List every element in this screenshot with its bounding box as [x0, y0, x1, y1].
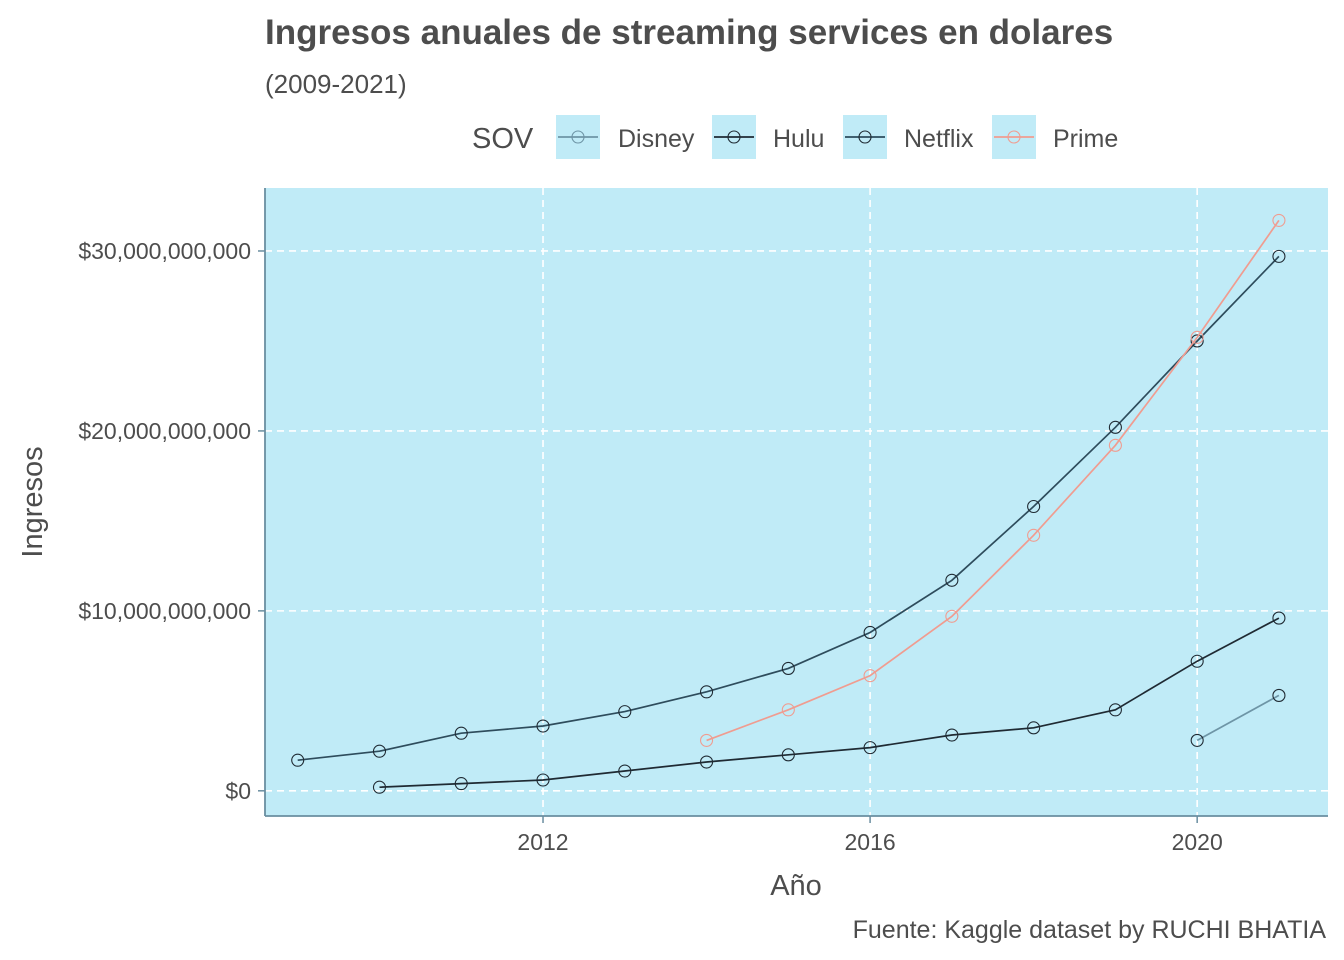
y-tick-label: $10,000,000,000	[78, 598, 251, 624]
data-point-netflix	[1027, 499, 1041, 514]
x-tick-label: 2016	[845, 829, 896, 855]
legend: SOV Disney Hulu Netflix Prime	[472, 115, 1118, 159]
legend-title: SOV	[472, 123, 534, 155]
legend-key-point-disney	[571, 130, 585, 144]
data-point-netflix	[372, 744, 387, 758]
data-point-hulu	[1108, 703, 1122, 717]
chart-caption: Fuente: Kaggle dataset by RUCHI BHATIA	[853, 916, 1327, 944]
data-point-hulu	[536, 773, 550, 787]
data-point-netflix	[618, 705, 632, 719]
data-point-hulu	[372, 780, 387, 794]
data-point-netflix	[1190, 334, 1204, 348]
legend-label-netflix: Netflix	[904, 125, 974, 153]
legend-key-point-prime	[1007, 130, 1021, 144]
data-point-prime	[1108, 438, 1122, 452]
legend-label-disney: Disney	[618, 125, 695, 153]
legend-key-point-hulu	[727, 130, 741, 144]
data-point-prime	[1272, 213, 1286, 227]
data-point-prime	[1190, 330, 1204, 344]
y-tick-label: $0	[225, 778, 251, 804]
data-point-netflix	[700, 685, 714, 699]
legend-item-netflix: Netflix	[843, 115, 974, 159]
series-layer	[291, 213, 1286, 794]
data-point-disney	[1272, 688, 1286, 702]
y-tick-label: $20,000,000,000	[78, 418, 251, 444]
legend-label-hulu: Hulu	[773, 125, 824, 153]
data-point-hulu	[454, 777, 468, 791]
data-point-disney	[1190, 733, 1204, 747]
panel-background	[265, 188, 1328, 816]
x-tick-label: 2020	[1172, 829, 1223, 855]
data-point-prime	[863, 669, 877, 683]
series-line-hulu	[379, 617, 1280, 789]
series-netflix	[291, 249, 1286, 767]
legend-item-disney: Disney	[556, 115, 695, 159]
data-point-hulu	[1190, 654, 1204, 668]
data-point-hulu	[863, 741, 877, 755]
gridlines	[265, 188, 1328, 816]
y-axis-title: Ingresos	[17, 446, 49, 557]
chart-subtitle: (2009-2021)	[265, 69, 407, 99]
data-point-hulu	[945, 728, 959, 742]
data-point-prime	[1027, 528, 1041, 542]
data-point-netflix	[291, 753, 305, 767]
series-hulu	[372, 611, 1286, 794]
data-point-hulu	[618, 764, 632, 778]
data-point-prime	[781, 703, 795, 717]
data-point-netflix	[536, 719, 550, 733]
series-prime	[700, 213, 1286, 747]
legend-item-prime: Prime	[992, 115, 1118, 159]
data-point-netflix	[1108, 420, 1122, 434]
data-point-hulu	[781, 748, 795, 762]
series-line-disney	[1196, 694, 1280, 742]
legend-label-prime: Prime	[1053, 125, 1118, 153]
series-line-netflix	[297, 255, 1280, 762]
series-disney	[1190, 688, 1286, 747]
data-point-hulu	[700, 755, 714, 769]
series-line-prime	[706, 219, 1280, 742]
plot-panel	[265, 188, 1328, 816]
data-point-hulu	[1272, 611, 1286, 625]
data-point-prime	[945, 609, 959, 623]
data-point-netflix	[945, 573, 959, 587]
legend-key-point-netflix	[858, 130, 872, 144]
data-point-netflix	[1272, 249, 1286, 263]
data-point-prime	[700, 733, 714, 747]
chart-title: Ingresos anuales de streaming services e…	[265, 13, 1113, 52]
data-point-netflix	[863, 625, 877, 640]
y-tick-label: $30,000,000,000	[78, 238, 251, 264]
x-tick-label: 2012	[517, 829, 568, 855]
data-point-netflix	[454, 726, 468, 740]
legend-item-hulu: Hulu	[712, 115, 824, 159]
data-point-netflix	[781, 661, 795, 675]
axes: $0 $10,000,000,000 $20,000,000,000 $30,000,…	[78, 188, 1328, 855]
x-axis-title: Año	[770, 870, 822, 902]
data-point-hulu	[1027, 721, 1041, 735]
